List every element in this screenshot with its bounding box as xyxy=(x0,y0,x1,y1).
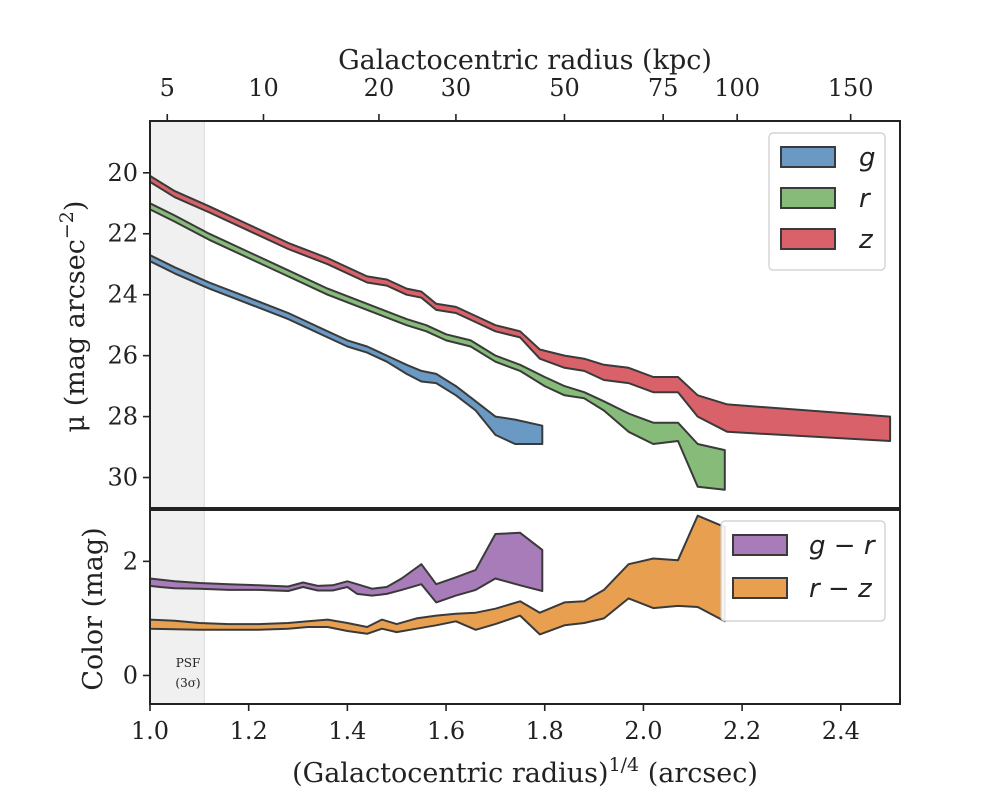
bottom-x-axis-label: (Galactocentric radius)1/4 (arcsec) xyxy=(292,754,758,789)
top-y-axis-label-superscript: −2 xyxy=(56,211,78,239)
color-y-tick-label-2: 2 xyxy=(123,547,138,575)
band-g-r xyxy=(149,531,544,604)
x-tick-label-2-2: 2.2 xyxy=(723,717,761,745)
legend-label-z: z xyxy=(858,225,874,255)
top-x-tick-label-75: 75 xyxy=(648,74,679,102)
x-tick-label-1-2: 1.2 xyxy=(230,717,268,745)
top-x-tick-label-5: 5 xyxy=(160,74,175,102)
top-x-tick-label-100: 100 xyxy=(714,74,760,102)
top-x-tick-label-150: 150 xyxy=(828,74,874,102)
legend-swatch-g xyxy=(780,146,836,168)
y-tick-label-26: 26 xyxy=(107,342,138,370)
bottom-panel-frame xyxy=(149,509,901,705)
band-z xyxy=(149,174,892,442)
x-tick-label-1-6: 1.6 xyxy=(427,717,465,745)
bottom-x-axis-label-close: (arcsec) xyxy=(639,758,758,789)
top-panel-frame xyxy=(149,120,901,509)
color-y-tick-label-0: 0 xyxy=(123,661,138,689)
top-y-axis-label-main: μ (mag arcsec xyxy=(60,239,91,432)
psf-shaded-region-bottom xyxy=(150,510,205,704)
x-tick-label-1-0: 1.0 xyxy=(131,717,169,745)
y-tick-label-24: 24 xyxy=(107,281,138,309)
x-tick-label-2-0: 2.0 xyxy=(624,717,662,745)
top-x-tick-label-10: 10 xyxy=(248,74,279,102)
surface-brightness-panel: 20 22 24 26 28 30 5 10 20 30 50 75 100 150 Galactocent… xyxy=(56,45,901,509)
y-tick-label-22: 22 xyxy=(107,220,138,248)
band-g xyxy=(149,254,544,445)
legend-swatch-z xyxy=(780,228,836,250)
color-y-axis-label: Color (mag) xyxy=(78,527,109,690)
color-panel: 0 2 1.0 1.2 1.4 1.6 1.8 2.0 2.2 2.4 (Galactocentri… xyxy=(78,509,901,789)
psf-label-line2: (3σ) xyxy=(175,676,200,690)
top-x-tick-label-30: 30 xyxy=(441,74,472,102)
y-tick-label-20: 20 xyxy=(107,159,138,187)
legend-swatch-g-r xyxy=(732,534,788,556)
top-y-axis-label-close: ) xyxy=(60,201,91,212)
psf-shaded-region-top xyxy=(150,121,205,508)
band-r xyxy=(149,202,726,491)
legend-label-r-z: r − z xyxy=(809,574,873,604)
legend-swatch-r-z xyxy=(732,577,788,599)
top-y-axis-label: μ (mag arcsec−2) xyxy=(56,201,91,433)
legend-label-r: r xyxy=(859,184,872,214)
top-x-tick-label-50: 50 xyxy=(549,74,580,102)
x-tick-label-2-4: 2.4 xyxy=(822,717,860,745)
x-tick-label-1-8: 1.8 xyxy=(526,717,564,745)
y-tick-label-30: 30 xyxy=(107,464,138,492)
legend-swatch-r xyxy=(780,187,836,209)
bottom-x-axis-label-main: (Galactocentric radius) xyxy=(292,758,608,789)
bottom-x-axis-label-superscript: 1/4 xyxy=(609,754,640,776)
legend-label-g: g xyxy=(859,143,876,173)
x-tick-label-1-4: 1.4 xyxy=(328,717,366,745)
y-tick-label-28: 28 xyxy=(107,403,138,431)
legend-label-g-r: g − r xyxy=(809,531,877,561)
psf-label-line1: PSF xyxy=(176,656,201,670)
top-x-tick-label-20: 20 xyxy=(364,74,395,102)
top-x-axis-label: Galactocentric radius (kpc) xyxy=(338,45,712,76)
